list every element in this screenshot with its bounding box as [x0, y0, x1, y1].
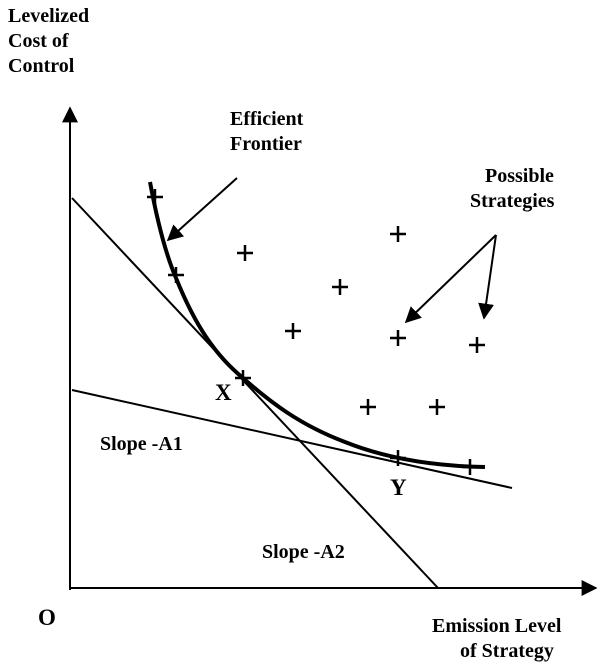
- label-line: Efficient: [230, 108, 304, 130]
- efficient-frontier: [148, 181, 486, 469]
- slope-a2-label: Slope -A2: [262, 541, 345, 563]
- possible-strategies-label: Possible Strategies: [470, 165, 559, 212]
- label-line: Levelized: [8, 5, 89, 27]
- slope-a1-label: Slope -A1: [100, 433, 183, 455]
- label-line: of Strategy: [460, 640, 554, 662]
- point-x-label: X: [215, 380, 232, 405]
- x-axis-label: Emission Level of Strategy: [432, 615, 566, 662]
- slope-a1-line: [71, 389, 513, 489]
- arrow: [166, 177, 238, 242]
- label-line: Possible: [485, 165, 554, 187]
- point-y-label: Y: [390, 475, 407, 500]
- slope-a2-line: [71, 197, 439, 589]
- arrow: [404, 234, 497, 324]
- efficient-frontier-label: Efficient Frontier: [230, 108, 308, 155]
- label-line: Control: [8, 55, 75, 77]
- label-line: Cost of: [8, 30, 69, 52]
- label-line: Strategies: [470, 190, 555, 212]
- arrow: [478, 234, 497, 320]
- strategy-points: [147, 189, 485, 475]
- label-line: Emission Level: [432, 615, 562, 637]
- label-line: Frontier: [230, 133, 302, 155]
- y-axis-label: Levelized Cost of Control: [8, 5, 94, 77]
- origin-label: O: [38, 605, 56, 630]
